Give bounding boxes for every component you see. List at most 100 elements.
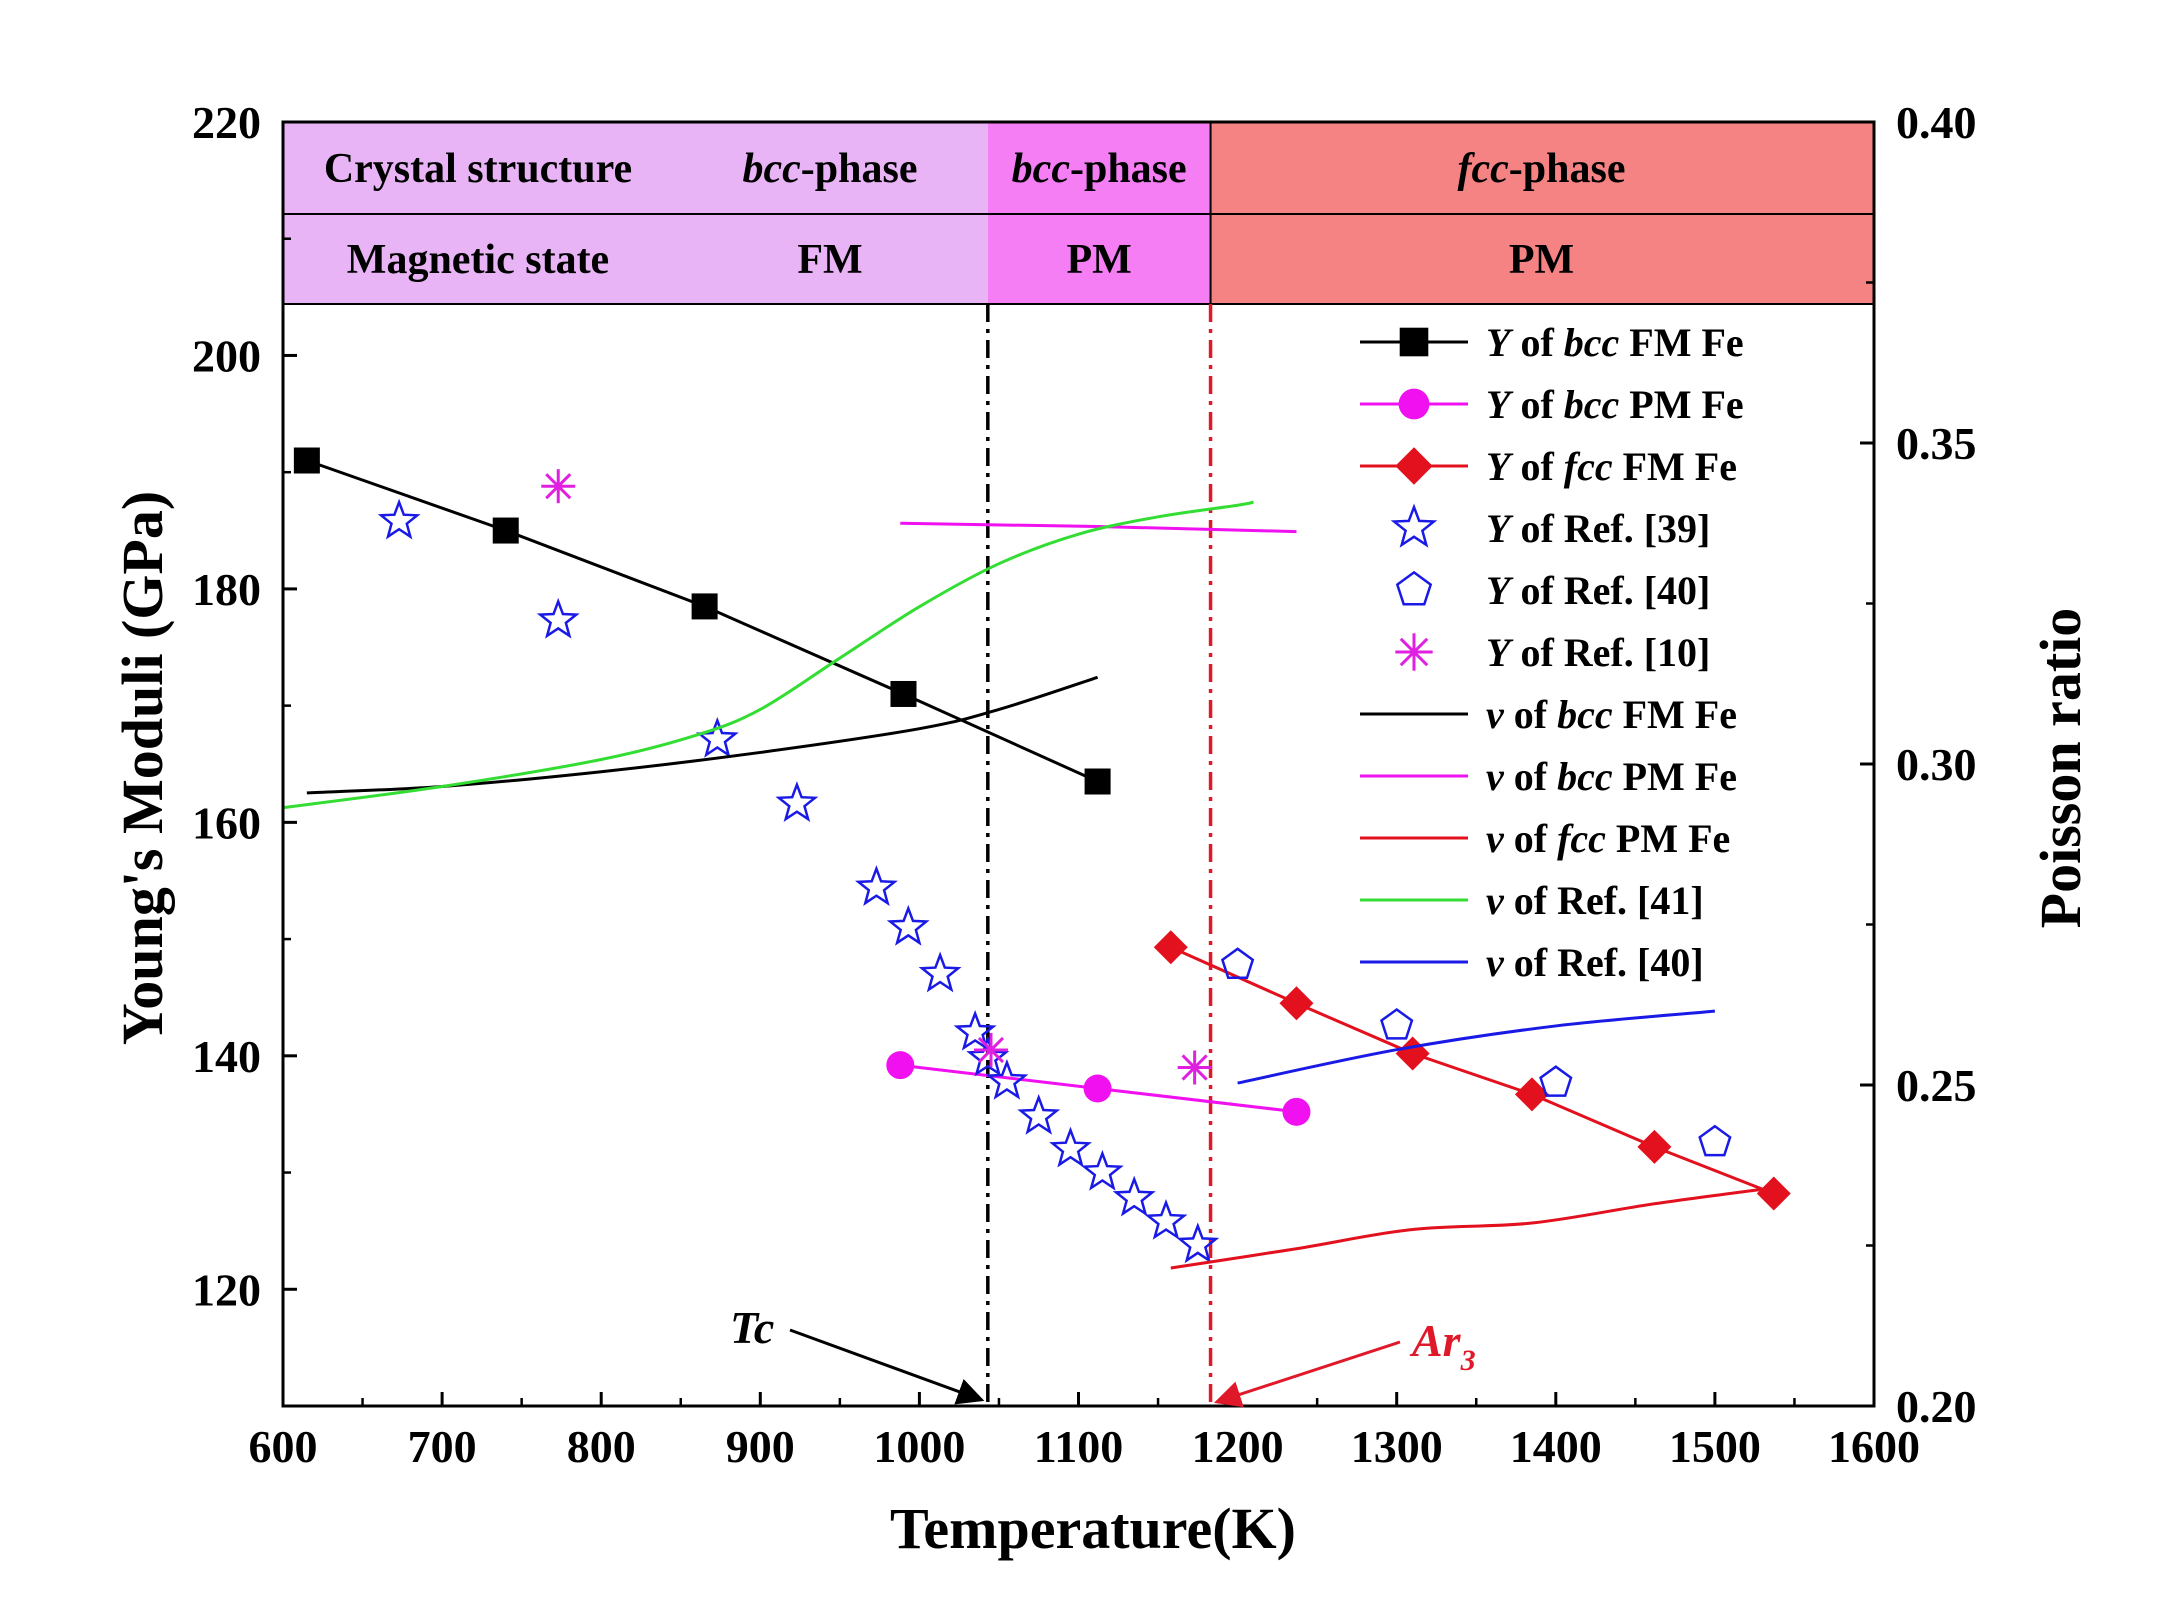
series-3-point-4 xyxy=(1514,1077,1549,1112)
series-3-point-1 xyxy=(1153,930,1188,965)
x-tick-label-3: 800 xyxy=(567,1421,636,1472)
series-3-point-5 xyxy=(1637,1129,1672,1164)
x-tick-label-1: 600 xyxy=(249,1421,318,1472)
annotations: Tc Ar3 xyxy=(730,1302,1476,1408)
x-tick-label-9: 1400 xyxy=(1510,1421,1602,1472)
band-r2-text-2: PM xyxy=(1067,237,1132,283)
legend-item-5: Y of Ref. [40] xyxy=(1395,568,1710,613)
series-3-point-3 xyxy=(1395,1036,1430,1071)
band-r1-seg3 xyxy=(1210,122,1874,214)
legend-label-11: ν of Ref. [40] xyxy=(1486,940,1704,985)
band-r2-text-3: PM xyxy=(1509,237,1574,283)
band-r1-text-2: bcc-phase xyxy=(1012,146,1187,192)
legend-label-8: ν of bcc PM Fe xyxy=(1486,754,1737,799)
series-2-point-1 xyxy=(886,1051,915,1080)
legend-marker-2 xyxy=(1398,388,1430,420)
series-1 xyxy=(293,447,1111,795)
series-6-point-2 xyxy=(973,1032,1008,1067)
series-4-point-2 xyxy=(536,597,580,639)
legend-item-4: Y of Ref. [39] xyxy=(1390,503,1710,551)
series-1-point-1 xyxy=(293,447,320,474)
legend-item-11: ν of Ref. [40] xyxy=(1360,940,1704,985)
legend-marker-1 xyxy=(1399,327,1429,357)
x-tick-label-10: 1500 xyxy=(1669,1421,1761,1472)
series-4-point-1 xyxy=(377,498,421,540)
y2-tick-label-2: 0.25 xyxy=(1896,1060,1977,1111)
series-2-point-3 xyxy=(1282,1097,1311,1126)
band-r2-seg2 xyxy=(987,214,1211,304)
series-1-point-5 xyxy=(1084,768,1111,795)
series-4-point-11 xyxy=(1017,1093,1061,1135)
series-4-point-4 xyxy=(775,781,819,822)
series-5-point-1 xyxy=(1220,947,1255,979)
tc-label: Tc xyxy=(730,1302,774,1353)
series-4-point-6 xyxy=(886,904,930,946)
series-3-line xyxy=(1170,945,1775,1195)
legend: Y of bcc FM Fe Y of bcc PM Fe Y of fcc FM … xyxy=(1360,320,1744,985)
series-5-point-3 xyxy=(1539,1065,1573,1097)
y2-tick-label-1: 0.20 xyxy=(1896,1381,1977,1432)
series-8 xyxy=(900,521,1297,534)
series-8-line xyxy=(900,521,1297,534)
legend-marker-3 xyxy=(1395,447,1433,485)
series-4-point-7 xyxy=(918,951,962,993)
series-4-point-5 xyxy=(855,865,898,906)
band-label-crystal: Crystal structure xyxy=(324,146,632,192)
series-5-point-4 xyxy=(1698,1124,1732,1157)
series-6-point-3 xyxy=(1177,1050,1212,1085)
legend-item-7: ν of bcc FM Fe xyxy=(1360,692,1737,737)
band-r2-text-1: FM xyxy=(797,237,862,283)
band-r1-text-1: bcc-phase xyxy=(743,146,918,192)
y-tick-label-4: 180 xyxy=(192,564,261,615)
band-r1-text-3: fcc-phase xyxy=(1457,146,1625,192)
legend-marker-6 xyxy=(1395,633,1433,671)
x-tick-label-8: 1300 xyxy=(1351,1421,1443,1472)
legend-item-9: ν of fcc PM Fe xyxy=(1360,816,1730,861)
band-label-magnetic: Magnetic state xyxy=(347,237,609,283)
y-tick-label-2: 140 xyxy=(192,1031,261,1082)
band-r2-seg3 xyxy=(1210,214,1874,304)
series-3-point-2 xyxy=(1279,986,1314,1021)
legend-item-2: Y of bcc PM Fe xyxy=(1360,382,1744,427)
series-4-point-15 xyxy=(1144,1199,1188,1240)
series-4-point-13 xyxy=(1080,1149,1124,1191)
legend-marker-4 xyxy=(1390,503,1438,548)
x-tick-label-7: 1200 xyxy=(1192,1421,1284,1472)
y-tick-label-3: 160 xyxy=(192,797,261,848)
series-2 xyxy=(886,1051,1311,1126)
legend-label-10: ν of Ref. [41] xyxy=(1486,878,1704,923)
x-tick-label-11: 1600 xyxy=(1828,1421,1920,1472)
series-4-point-16 xyxy=(1176,1222,1220,1264)
y-axis-title: Young's Moduli (GPa) xyxy=(110,491,175,1045)
series-10-line xyxy=(282,500,1254,810)
y-tick-label-1: 120 xyxy=(192,1264,261,1315)
series-1-point-4 xyxy=(890,680,917,707)
y2-tick-label-3: 0.30 xyxy=(1896,739,1977,790)
band-r1-seg1 xyxy=(283,122,988,214)
series-6 xyxy=(541,469,1212,1085)
series-4-point-10 xyxy=(985,1058,1029,1100)
x-tick-label-2: 700 xyxy=(408,1421,477,1472)
legend-item-8: ν of bcc PM Fe xyxy=(1360,754,1737,799)
y2-axis-title: Poisson ratio xyxy=(2028,608,2093,929)
legend-item-1: Y of bcc FM Fe xyxy=(1360,320,1744,365)
legend-item-3: Y of fcc FM Fe xyxy=(1360,444,1737,489)
legend-label-1: Y of bcc FM Fe xyxy=(1486,320,1744,365)
series-6-point-1 xyxy=(541,469,576,504)
series-3-point-6 xyxy=(1756,1176,1791,1211)
series-11-line xyxy=(1237,1009,1716,1085)
legend-label-7: ν of bcc FM Fe xyxy=(1486,692,1737,737)
band-r2-seg1 xyxy=(283,214,988,304)
legend-marker-5 xyxy=(1395,570,1433,606)
phase-bands: Crystal structure Magnetic state bcc-phase… xyxy=(283,122,1874,305)
axes: 600 700 800 900 1000 1100 1200 1300 1400 1500 1600… xyxy=(192,97,1977,1472)
ar3-label: Ar3 xyxy=(1409,1315,1476,1377)
series-9-line xyxy=(1170,1186,1774,1270)
legend-label-9: ν of fcc PM Fe xyxy=(1486,816,1730,861)
legend-item-6: Y of Ref. [10] xyxy=(1395,630,1710,675)
series-11 xyxy=(1237,1009,1716,1085)
series-4-point-12 xyxy=(1049,1126,1092,1168)
x-tick-label-5: 1000 xyxy=(873,1421,965,1472)
series-1-point-2 xyxy=(492,517,519,544)
